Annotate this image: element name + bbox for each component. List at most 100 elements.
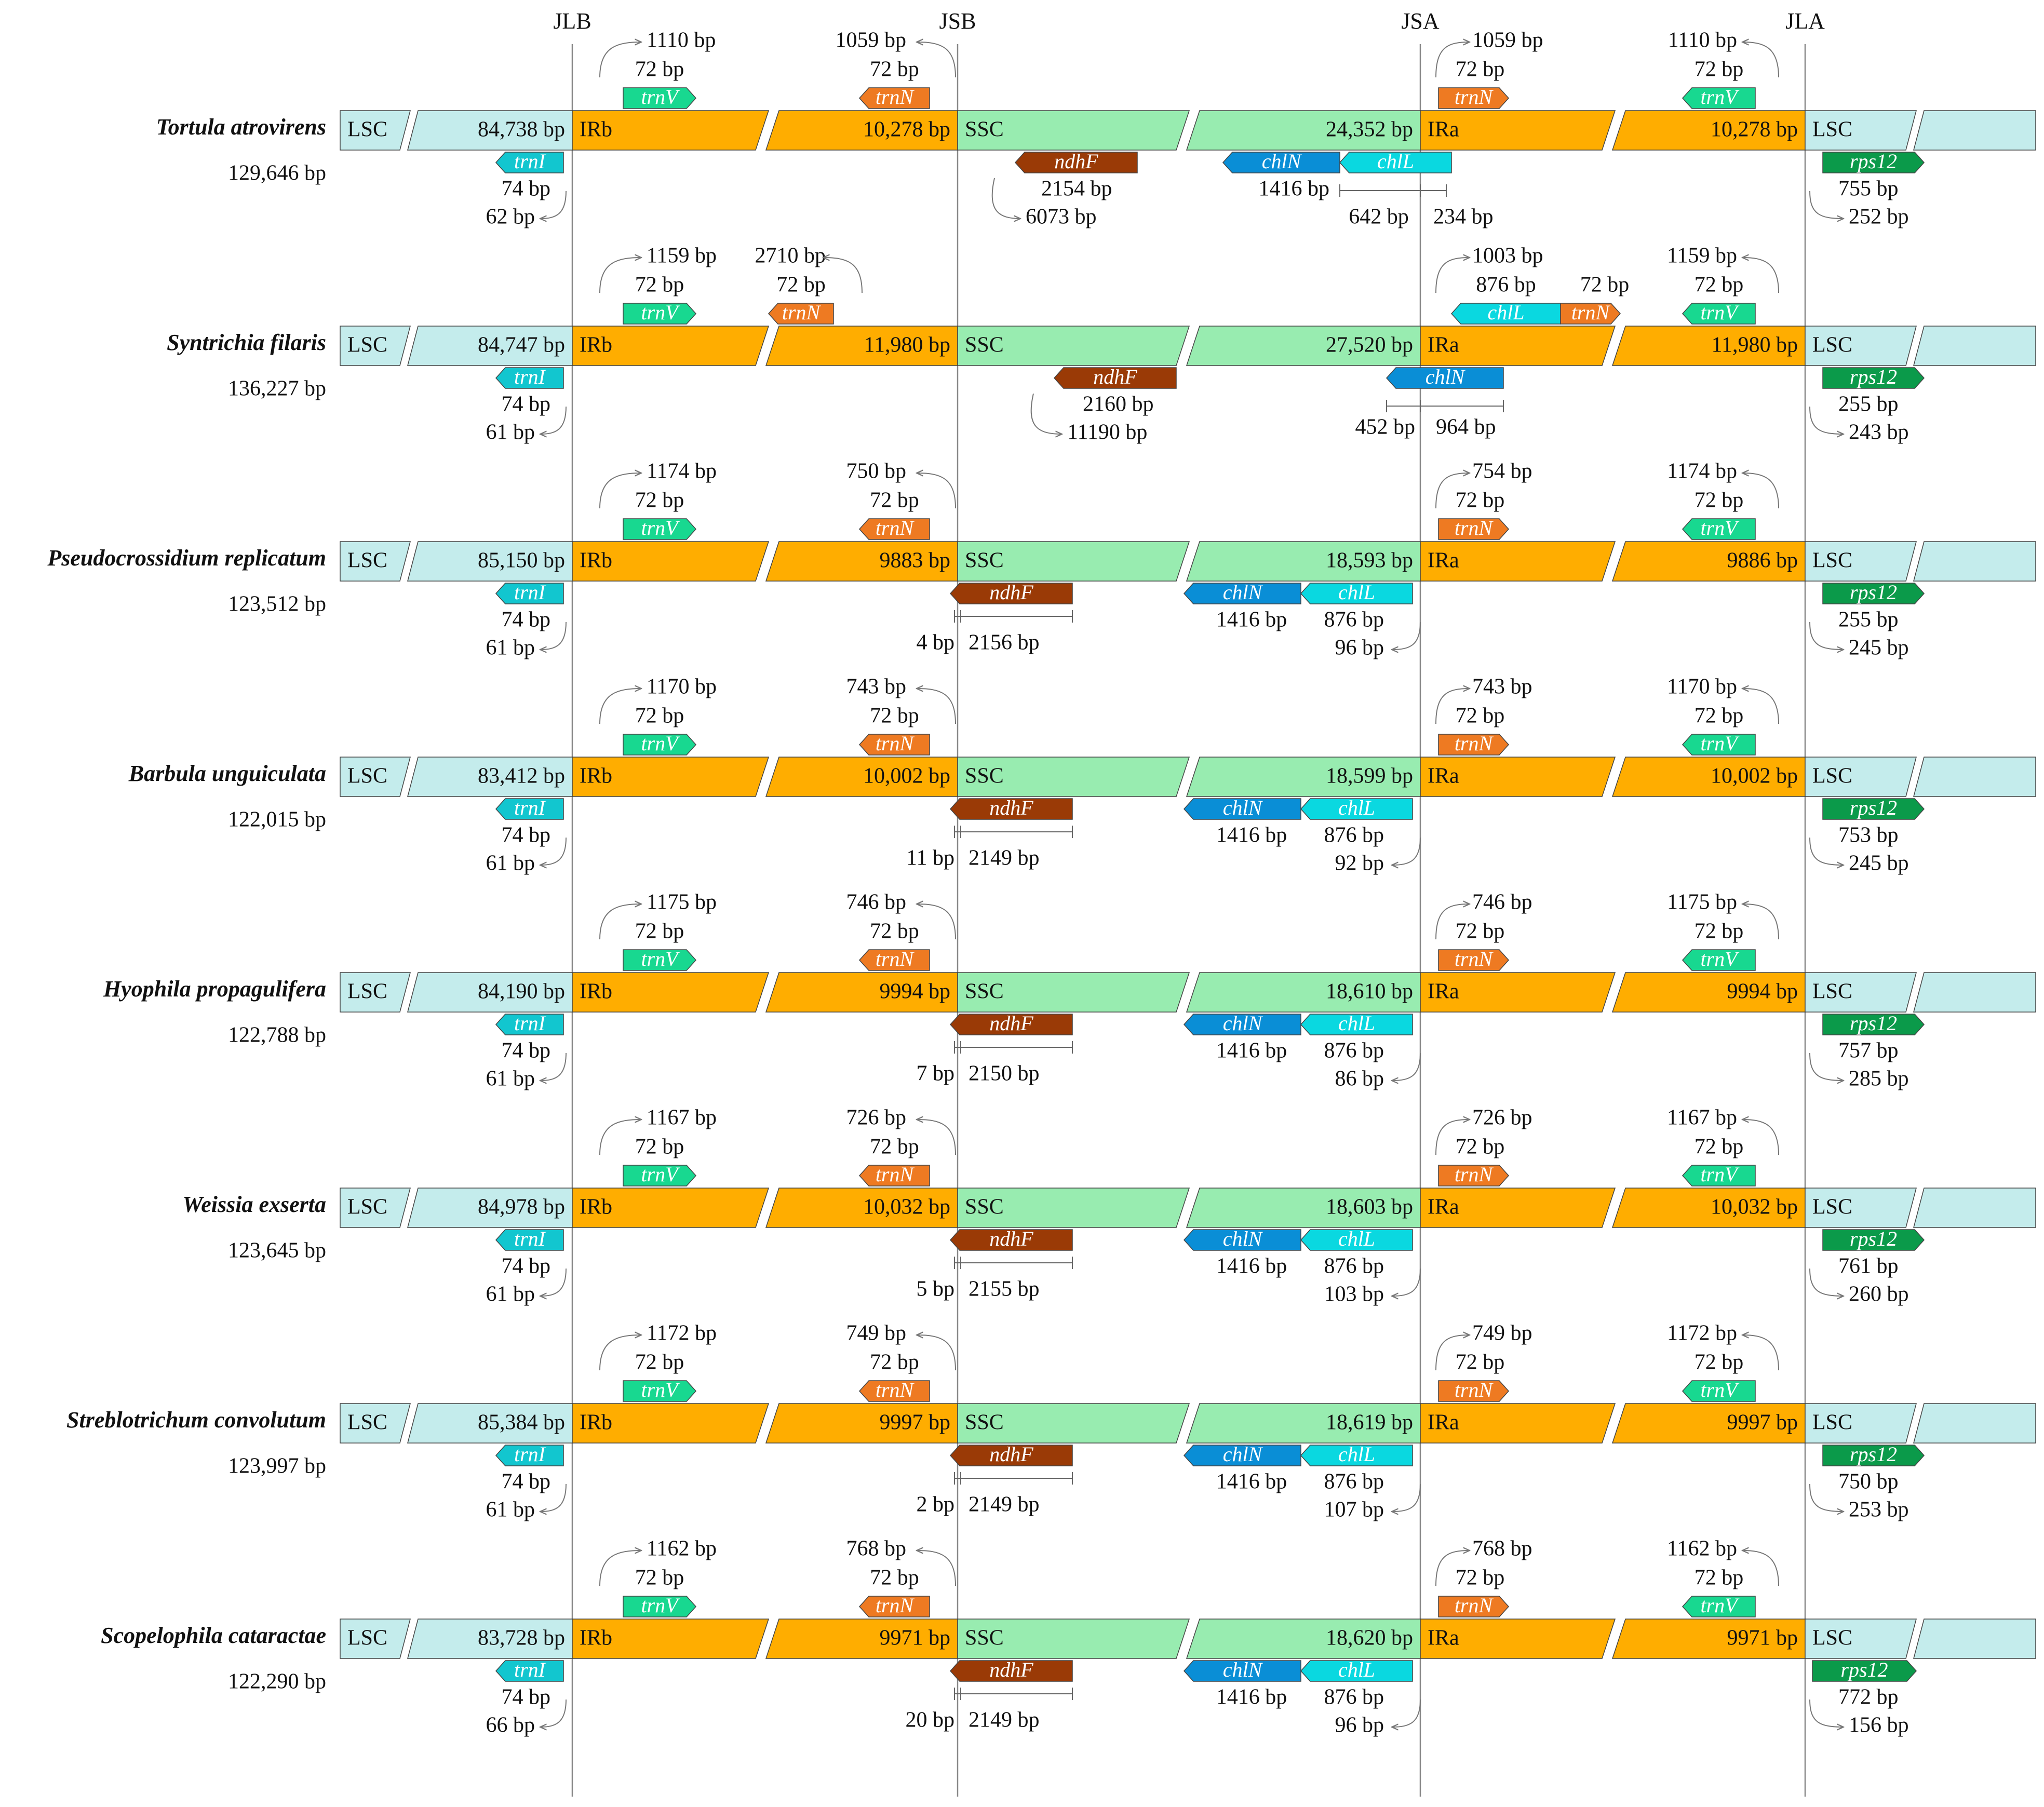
trnv-right-arrow <box>1742 1120 1779 1155</box>
trnv-left-gene-label: trnV <box>641 301 680 324</box>
trnn-right-gene: trnN <box>1438 732 1510 756</box>
ndhf-gene: ndhF <box>949 796 1073 820</box>
rps12-arrow <box>1809 406 1844 434</box>
trnv-right-gene-shape <box>1682 87 1756 109</box>
trnn-left-arrow <box>917 1550 956 1586</box>
trni-gene-shape <box>495 1660 564 1682</box>
trni-length-b: 61 bp <box>486 421 535 444</box>
ndhf-length-b: 2155 bp <box>969 1277 1040 1301</box>
species-row: Tortula atrovirens 129,646 bp LSC 84,738 bp… <box>156 29 2036 229</box>
ndhf-gene: ndhF <box>1053 365 1177 389</box>
trnv-right-total-length: 1159 bp <box>1667 244 1737 268</box>
genome-length: 136,227 bp <box>228 377 326 401</box>
chln-gene: chlN <box>1183 1442 1301 1466</box>
irb-bar-a <box>572 326 770 366</box>
chll-gene: chlL <box>1300 1227 1413 1251</box>
chll-length-b: 96 bp <box>1335 1714 1384 1737</box>
rps12-gene-label: rps12 <box>1850 365 1897 388</box>
lsc-right-label: LSC <box>1812 118 1852 142</box>
trnv-left-gene-label: trnV <box>641 732 680 755</box>
trnn-left-gene: trnN <box>858 516 930 540</box>
lsc-left-label: LSC <box>347 1626 387 1650</box>
rps12-gene-shape <box>1822 367 1925 389</box>
ndhf-gene-label: ndhF <box>989 1012 1033 1035</box>
irb-label: IRb <box>580 549 612 573</box>
lsc-right-bar-a <box>1805 757 1917 797</box>
species-row: Hyophila propagulifera 122,788 bp LSC 84,19… <box>103 891 2036 1091</box>
trnn-right-gene-label: trnN <box>1455 1378 1494 1401</box>
trnn-left-seg-length: 72 bp <box>776 273 826 297</box>
trnn-right-gene: trnN <box>1438 1163 1510 1186</box>
ndhf-gene-label: ndhF <box>989 1442 1033 1466</box>
ndhf-length-b: 2150 bp <box>969 1062 1040 1086</box>
trnn-right-arrow <box>1435 689 1470 724</box>
ssc-label: SSC <box>965 1626 1004 1650</box>
trni-length-a: 74 bp <box>502 1470 551 1494</box>
trni-gene-shape <box>495 798 564 820</box>
ndhf-ruler-b <box>960 826 1073 838</box>
irb-bar-a <box>572 1403 770 1444</box>
rps12-gene-label: rps12 <box>1850 796 1897 819</box>
chll-gene-shape <box>1300 1660 1413 1682</box>
rps12-gene-label: rps12 <box>1850 1012 1897 1035</box>
ssc-bar-a <box>957 326 1190 366</box>
chll-length-b: 234 bp <box>1433 205 1494 229</box>
species-name: Barbula unguiculata <box>128 761 326 786</box>
trnn-left-gene-shape <box>858 87 930 109</box>
chln-gene: chlN <box>1183 1012 1301 1035</box>
trnn-left-seg-length: 72 bp <box>870 1351 919 1374</box>
trnv-left-seg-length: 72 bp <box>635 920 684 943</box>
trnv-right-total-length: 1175 bp <box>1667 891 1737 914</box>
lsc-left-label: LSC <box>347 549 387 573</box>
trnn-left-seg-length: 72 bp <box>870 920 919 943</box>
chln-length-a: 452 bp <box>1355 415 1416 439</box>
irb-length: 9997 bp <box>880 1411 951 1435</box>
trni-arrow <box>540 1268 567 1296</box>
lsc-left-bar-a <box>340 757 411 797</box>
ndhf-gene-shape <box>949 798 1073 820</box>
trnv-left-total-length: 1175 bp <box>647 891 717 914</box>
lsc-right-bar-b <box>1913 757 2036 797</box>
trni-gene: trnI <box>495 365 564 389</box>
ndhf-length-a: 5 bp <box>917 1277 955 1301</box>
trni-gene-shape <box>495 152 564 173</box>
chll-length-a: 876 bp <box>1476 273 1536 297</box>
ndhf-gene: ndhF <box>949 1227 1073 1251</box>
trni-arrow <box>540 191 567 219</box>
trnv-right-gene: trnV <box>1682 1594 1756 1617</box>
trnv-left-gene-shape <box>623 734 697 756</box>
chll-arrow <box>1392 1484 1421 1512</box>
ssc-length: 18,619 bp <box>1326 1411 1413 1435</box>
trnv-left-gene: trnV <box>623 1378 697 1402</box>
ssc-bar-a <box>957 541 1190 582</box>
chln-gene-shape <box>1183 798 1301 820</box>
trni-gene-label: trnI <box>514 1658 546 1681</box>
trnv-right-total-length: 1167 bp <box>1667 1106 1737 1130</box>
ira-bar-a <box>1420 972 1616 1013</box>
trnn-right-gene-label: trnN <box>1455 1163 1494 1186</box>
lsc-right-label: LSC <box>1812 1411 1852 1435</box>
trnn-left-arrow <box>917 1120 956 1155</box>
trni-gene: trnI <box>495 796 564 820</box>
trnv-left-gene: trnV <box>623 947 697 971</box>
ndhf-length-a: 4 bp <box>917 631 955 655</box>
trnn-right-arrow <box>1435 904 1470 940</box>
trni-length-b: 62 bp <box>486 205 535 229</box>
trnv-right-gene: trnV <box>1682 516 1756 540</box>
trnv-left-total-length: 1167 bp <box>647 1106 717 1130</box>
trnv-left-seg-length: 72 bp <box>635 704 684 728</box>
trnv-left-arrow <box>599 689 641 724</box>
trnv-right-gene-label: trnV <box>1700 1378 1740 1401</box>
chll-gene: chlL <box>1300 581 1413 604</box>
chll-length-a: 876 bp <box>1324 824 1384 847</box>
irb-label: IRb <box>580 1195 612 1219</box>
rps12-length-a: 255 bp <box>1838 393 1899 416</box>
ndhf-length-b: 2149 bp <box>969 1493 1040 1517</box>
rps12-arrow <box>1809 1699 1844 1727</box>
trni-arrow <box>540 1053 567 1081</box>
junction-label-jla: JLA <box>1785 8 1825 34</box>
ira-label: IRa <box>1428 1195 1459 1219</box>
chll-gene-shape <box>1339 152 1452 173</box>
trnv-left-gene: trnV <box>623 516 697 540</box>
ssc-label: SSC <box>965 764 1004 788</box>
